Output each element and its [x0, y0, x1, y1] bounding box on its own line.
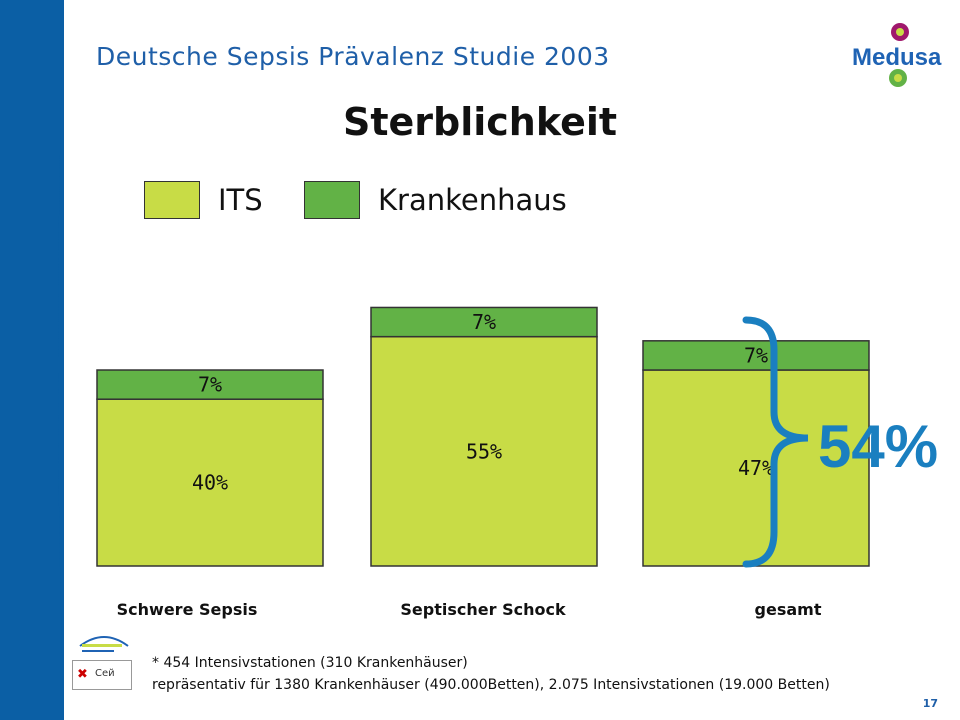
bar-its-septischer-schock — [370, 335, 598, 567]
medusa-logo-text: Medusa — [852, 44, 942, 71]
study-subtitle: Deutsche Sepsis Prävalenz Studie 2003 — [96, 42, 610, 71]
footnote-line-2: repräsentativ für 1380 Krankenhäuser (49… — [152, 677, 830, 693]
data-label-its-gesamt: 47% — [738, 456, 774, 480]
legend-swatch-krankenhaus — [304, 181, 360, 219]
data-label-krankenhaus-septischer-schock: 7% — [472, 310, 496, 334]
bar-krankenhaus-gesamt — [642, 340, 870, 371]
total-mortality-annotation: 54% — [818, 413, 939, 480]
category-label-gesamt: gesamt — [754, 600, 822, 619]
kompetenznetz-sepsis-logo — [79, 636, 129, 652]
legend-label-krankenhaus: Krankenhaus — [378, 183, 567, 217]
annotation-brace — [742, 316, 809, 568]
bar-krankenhaus-schwere-sepsis — [96, 369, 324, 400]
data-label-krankenhaus-gesamt: 7% — [744, 343, 768, 367]
data-label-its-schwere-sepsis: 40% — [192, 471, 228, 495]
data-label-its-septischer-schock: 55% — [466, 439, 502, 463]
category-label-schwere-sepsis: Schwere Sepsis — [116, 600, 258, 619]
page-number: 17 — [922, 697, 938, 710]
data-label-krankenhaus-schwere-sepsis: 7% — [198, 373, 222, 397]
medusa-logo — [889, 23, 909, 87]
broken-image-placeholder: ✖ Сей — [72, 660, 132, 690]
legend-swatch-its — [144, 181, 200, 219]
category-label-septischer-schock: Septischer Schock — [400, 600, 566, 619]
broken-image-text: Сей — [95, 668, 115, 679]
chart-title: Sterblichkeit — [342, 100, 618, 144]
legend-label-its: ITS — [218, 183, 263, 217]
bar-krankenhaus-septischer-schock — [370, 306, 598, 338]
broken-image-icon: ✖ — [77, 667, 88, 682]
left-band-curve — [40, 0, 64, 720]
bar-its-gesamt — [642, 369, 870, 567]
footnote-line-1: * 454 Intensivstationen (310 Krankenhäus… — [152, 655, 468, 671]
